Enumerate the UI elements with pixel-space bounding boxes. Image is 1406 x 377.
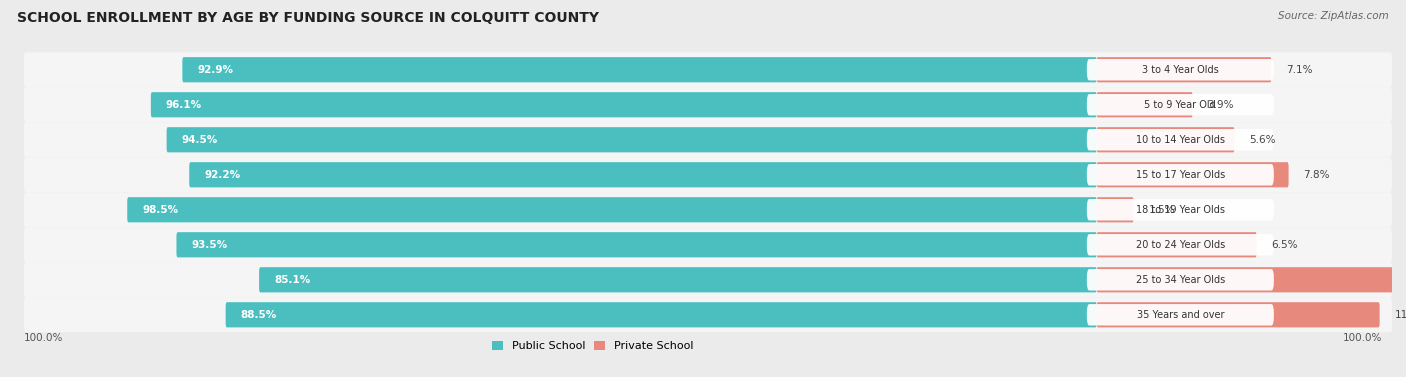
Text: 98.5%: 98.5% [142, 205, 179, 215]
FancyBboxPatch shape [1087, 164, 1274, 185]
FancyBboxPatch shape [1087, 59, 1274, 80]
FancyBboxPatch shape [259, 267, 1097, 293]
FancyBboxPatch shape [24, 192, 1392, 227]
Text: 11.5%: 11.5% [1395, 310, 1406, 320]
FancyBboxPatch shape [1087, 304, 1274, 325]
FancyBboxPatch shape [1087, 234, 1274, 256]
FancyBboxPatch shape [183, 57, 1097, 82]
Text: 94.5%: 94.5% [181, 135, 218, 145]
FancyBboxPatch shape [1097, 267, 1406, 293]
FancyBboxPatch shape [1097, 232, 1257, 257]
Text: 35 Years and over: 35 Years and over [1136, 310, 1225, 320]
FancyBboxPatch shape [1087, 94, 1274, 115]
FancyBboxPatch shape [1097, 197, 1133, 222]
FancyBboxPatch shape [1097, 162, 1289, 187]
Text: 18 to 19 Year Olds: 18 to 19 Year Olds [1136, 205, 1225, 215]
Text: 100.0%: 100.0% [1343, 333, 1382, 343]
FancyBboxPatch shape [1087, 269, 1274, 291]
FancyBboxPatch shape [166, 127, 1097, 152]
FancyBboxPatch shape [1097, 57, 1271, 82]
Text: 10 to 14 Year Olds: 10 to 14 Year Olds [1136, 135, 1225, 145]
Text: 88.5%: 88.5% [240, 310, 277, 320]
Text: 96.1%: 96.1% [166, 100, 201, 110]
FancyBboxPatch shape [24, 227, 1392, 262]
Text: 93.5%: 93.5% [191, 240, 228, 250]
Text: 92.2%: 92.2% [204, 170, 240, 180]
FancyBboxPatch shape [177, 232, 1097, 257]
FancyBboxPatch shape [24, 87, 1392, 122]
FancyBboxPatch shape [1087, 199, 1274, 221]
Text: 15 to 17 Year Olds: 15 to 17 Year Olds [1136, 170, 1225, 180]
FancyBboxPatch shape [24, 262, 1392, 297]
FancyBboxPatch shape [225, 302, 1097, 327]
Text: 92.9%: 92.9% [197, 65, 233, 75]
FancyBboxPatch shape [150, 92, 1097, 117]
Text: 5.6%: 5.6% [1250, 135, 1275, 145]
FancyBboxPatch shape [190, 162, 1097, 187]
Text: 7.8%: 7.8% [1303, 170, 1330, 180]
Text: 100.0%: 100.0% [24, 333, 63, 343]
FancyBboxPatch shape [1097, 127, 1234, 152]
Text: 6.5%: 6.5% [1271, 240, 1298, 250]
FancyBboxPatch shape [24, 52, 1392, 87]
Text: 3.9%: 3.9% [1208, 100, 1234, 110]
FancyBboxPatch shape [24, 157, 1392, 192]
FancyBboxPatch shape [1097, 302, 1379, 327]
Text: SCHOOL ENROLLMENT BY AGE BY FUNDING SOURCE IN COLQUITT COUNTY: SCHOOL ENROLLMENT BY AGE BY FUNDING SOUR… [17, 11, 599, 25]
FancyBboxPatch shape [24, 122, 1392, 157]
Legend: Public School, Private School: Public School, Private School [492, 341, 693, 351]
Text: 3 to 4 Year Olds: 3 to 4 Year Olds [1142, 65, 1219, 75]
Text: Source: ZipAtlas.com: Source: ZipAtlas.com [1278, 11, 1389, 21]
Text: 5 to 9 Year Old: 5 to 9 Year Old [1144, 100, 1216, 110]
Text: 7.1%: 7.1% [1286, 65, 1313, 75]
Text: 85.1%: 85.1% [274, 275, 311, 285]
FancyBboxPatch shape [1097, 92, 1192, 117]
Text: 25 to 34 Year Olds: 25 to 34 Year Olds [1136, 275, 1225, 285]
FancyBboxPatch shape [24, 297, 1392, 332]
Text: 1.5%: 1.5% [1149, 205, 1175, 215]
Text: 20 to 24 Year Olds: 20 to 24 Year Olds [1136, 240, 1225, 250]
FancyBboxPatch shape [128, 197, 1097, 222]
FancyBboxPatch shape [1087, 129, 1274, 150]
